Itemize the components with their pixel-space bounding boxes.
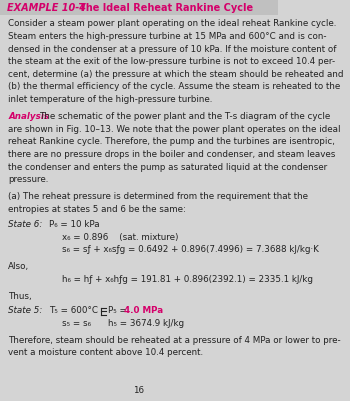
Text: T₅ = 600°C: T₅ = 600°C	[49, 306, 98, 315]
Text: pressure.: pressure.	[8, 175, 49, 184]
Text: (b) the thermal efficiency of the cycle. Assume the steam is reheated to the: (b) the thermal efficiency of the cycle.…	[8, 82, 341, 91]
Text: (a) The reheat pressure is determined from the requirement that the: (a) The reheat pressure is determined fr…	[8, 192, 308, 201]
Text: cent, determine (a) the pressure at which the steam should be reheated and: cent, determine (a) the pressure at whic…	[8, 70, 344, 79]
Text: the condenser and enters the pump as saturated liquid at the condenser: the condenser and enters the pump as sat…	[8, 163, 328, 172]
Text: entropies at states 5 and 6 be the same:: entropies at states 5 and 6 be the same:	[8, 205, 186, 214]
Text: 16: 16	[133, 386, 144, 395]
Text: s₆ = sƒ + x₆sƒg = 0.6492 + 0.896(7.4996) = 7.3688 kJ/kg·K: s₆ = sƒ + x₆sƒg = 0.6492 + 0.896(7.4996)…	[62, 245, 319, 254]
Text: P₅ =: P₅ =	[108, 306, 130, 315]
Text: the steam at the exit of the low-pressure turbine is not to exceed 10.4 per-: the steam at the exit of the low-pressur…	[8, 57, 335, 66]
Text: h₅ = 3674.9 kJ/kg: h₅ = 3674.9 kJ/kg	[108, 319, 184, 328]
Text: Consider a steam power plant operating on the ideal reheat Rankine cycle.: Consider a steam power plant operating o…	[8, 19, 337, 28]
FancyBboxPatch shape	[0, 0, 278, 15]
Text: vent a moisture content above 10.4 percent.: vent a moisture content above 10.4 perce…	[8, 348, 203, 357]
Text: State 6:: State 6:	[8, 220, 43, 229]
Text: State 5:: State 5:	[8, 306, 43, 315]
Text: h₆ = hƒ + x₆hƒg = 191.81 + 0.896(2392.1) = 2335.1 kJ/kg: h₆ = hƒ + x₆hƒg = 191.81 + 0.896(2392.1)…	[62, 275, 314, 284]
Text: 4.0 MPa: 4.0 MPa	[124, 306, 163, 315]
Text: The schematic of the power plant and the T-s diagram of the cycle: The schematic of the power plant and the…	[40, 112, 331, 121]
Text: there are no pressure drops in the boiler and condenser, and steam leaves: there are no pressure drops in the boile…	[8, 150, 336, 159]
Text: Steam enters the high-pressure turbine at 15 MPa and 600°C and is con-: Steam enters the high-pressure turbine a…	[8, 32, 327, 41]
Text: Also,: Also,	[8, 262, 29, 271]
Text: s₅ = s₆: s₅ = s₆	[62, 319, 91, 328]
Text: The Ideal Reheat Rankine Cycle: The Ideal Reheat Rankine Cycle	[79, 3, 253, 12]
Text: Analysis: Analysis	[8, 112, 49, 121]
Text: Thus,: Thus,	[8, 292, 32, 301]
Text: reheat Rankine cycle. Therefore, the pump and the turbines are isentropic,: reheat Rankine cycle. Therefore, the pum…	[8, 138, 335, 146]
Text: EXAMPLE 10-4: EXAMPLE 10-4	[7, 3, 86, 12]
Text: P₆ = 10 kPa: P₆ = 10 kPa	[49, 220, 99, 229]
Text: are shown in Fig. 10–13. We note that the power plant operates on the ideal: are shown in Fig. 10–13. We note that th…	[8, 125, 341, 134]
Text: inlet temperature of the high-pressure turbine.: inlet temperature of the high-pressure t…	[8, 95, 213, 104]
Text: densed in the condenser at a pressure of 10 kPa. If the moisture content of: densed in the condenser at a pressure of…	[8, 45, 337, 53]
Text: Therefore, steam should be reheated at a pressure of 4 MPa or lower to pre-: Therefore, steam should be reheated at a…	[8, 336, 341, 345]
Text: x₆ = 0.896    (sat. mixture): x₆ = 0.896 (sat. mixture)	[62, 233, 179, 242]
